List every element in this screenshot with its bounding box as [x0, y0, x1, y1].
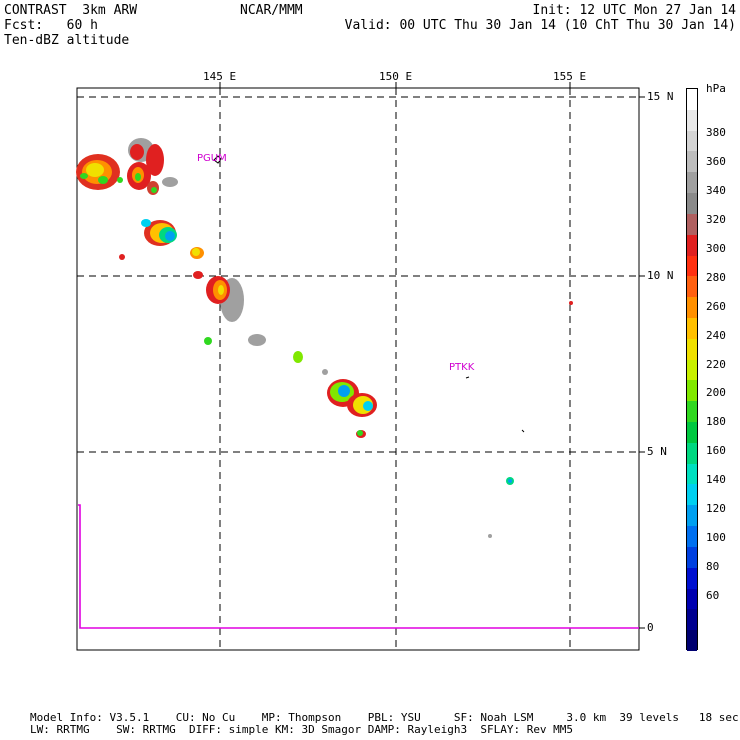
colorbar-label: 300 — [706, 241, 726, 255]
colorbar-swatch — [687, 255, 697, 277]
lat-label-5n: 5 N — [647, 445, 667, 458]
colorbar-swatch — [687, 172, 697, 194]
colorbar-swatch — [687, 193, 697, 214]
colorbar-label: 360 — [706, 154, 726, 168]
model-info-line1: Model Info: V3.5.1 CU: No Cu MP: Thompso… — [30, 711, 739, 724]
map-frame — [76, 87, 640, 651]
station-label-ptkk: PTKK — [449, 362, 475, 373]
echo-cluster-northwest — [76, 138, 178, 195]
colorbar-label: 260 — [706, 299, 726, 313]
organization: NCAR/MMM — [240, 3, 303, 18]
axis-ticks — [219, 82, 645, 629]
echo-cluster-7n — [293, 351, 377, 438]
field-name: Ten-dBZ altitude — [4, 33, 130, 48]
domain-boundary — [78, 504, 639, 629]
lon-label-145e: 145 E — [203, 70, 237, 83]
colorbar-swatch — [687, 526, 697, 547]
colorbar-swatch — [687, 422, 697, 443]
colorbar-swatch — [687, 338, 697, 360]
colorbar-swatch — [687, 109, 697, 131]
model-info-line2: LW: RRTMG SW: RRTMG DIFF: simple KM: 3D … — [30, 723, 574, 736]
colorbar-swatch — [687, 89, 697, 110]
colorbar-label: 320 — [706, 212, 726, 226]
colorbar-label: 240 — [706, 328, 726, 342]
colorbar-label: 280 — [706, 270, 726, 284]
colorbar-swatch — [687, 546, 697, 568]
lon-label-155e: 155 E — [553, 70, 587, 83]
colorbar-swatch — [687, 401, 697, 422]
colorbar-label: 60 — [706, 589, 720, 603]
colorbar-swatch — [687, 484, 697, 506]
echo-cluster-10n — [193, 271, 266, 346]
colorbar-label: 120 — [706, 502, 726, 516]
echo-isolated-core — [508, 479, 512, 483]
pohnpei-coastline — [521, 429, 525, 433]
colorbar-label: 100 — [706, 531, 726, 545]
guam-coastline — [213, 155, 222, 164]
colorbar-label: 80 — [706, 560, 720, 574]
colorbar-label: 200 — [706, 386, 726, 400]
echo-cluster-12n — [119, 219, 204, 260]
valid-time: Valid: 00 UTC Thu 30 Jan 14 (10 ChT Thu … — [344, 18, 736, 33]
colorbar-swatch — [687, 505, 697, 527]
coastlines — [213, 96, 525, 433]
colorbar-unit: hPa — [706, 82, 726, 95]
radar-echoes — [76, 138, 573, 538]
colorbar — [686, 88, 698, 651]
colorbar-swatch — [687, 380, 697, 402]
forecast-hour: Fcst: 60 h — [4, 18, 98, 33]
colorbar-label: 340 — [706, 183, 726, 197]
chuuk-coastline — [465, 376, 470, 379]
colorbar-swatch — [687, 442, 697, 464]
colorbar-swatch — [687, 359, 697, 381]
echo-isolated-small — [488, 534, 492, 538]
colorbar-swatch — [687, 234, 697, 256]
model-title: CONTRAST 3km ARW — [4, 3, 138, 18]
colorbar-swatch — [687, 567, 697, 589]
lat-lon-grid — [77, 88, 639, 650]
colorbar-label: 220 — [706, 357, 726, 371]
colorbar-swatch — [687, 630, 697, 651]
colorbar-swatch — [687, 297, 697, 318]
colorbar-swatch — [687, 151, 697, 173]
colorbar-label: 180 — [706, 415, 726, 429]
colorbar-swatch — [687, 213, 697, 235]
echo-isolated-east — [569, 301, 573, 305]
colorbar-swatch — [687, 588, 697, 610]
colorbar-label: 160 — [706, 444, 726, 458]
colorbar-label: 380 — [706, 126, 726, 139]
colorbar-swatch — [687, 130, 697, 152]
colorbar-swatch — [687, 463, 697, 485]
colorbar-swatch — [687, 276, 697, 298]
init-time: Init: 12 UTC Mon 27 Jan 14 — [532, 3, 737, 18]
lon-label-150e: 150 E — [379, 70, 413, 83]
station-label-pgum: PGUM — [197, 153, 227, 164]
lat-label-10n: 10 N — [647, 269, 674, 282]
colorbar-swatch — [687, 317, 697, 339]
lat-label-0: 0 — [647, 621, 654, 634]
colorbar-label: 140 — [706, 473, 726, 487]
lat-label-15n: 15 N — [647, 90, 674, 103]
colorbar-swatch — [687, 609, 697, 631]
